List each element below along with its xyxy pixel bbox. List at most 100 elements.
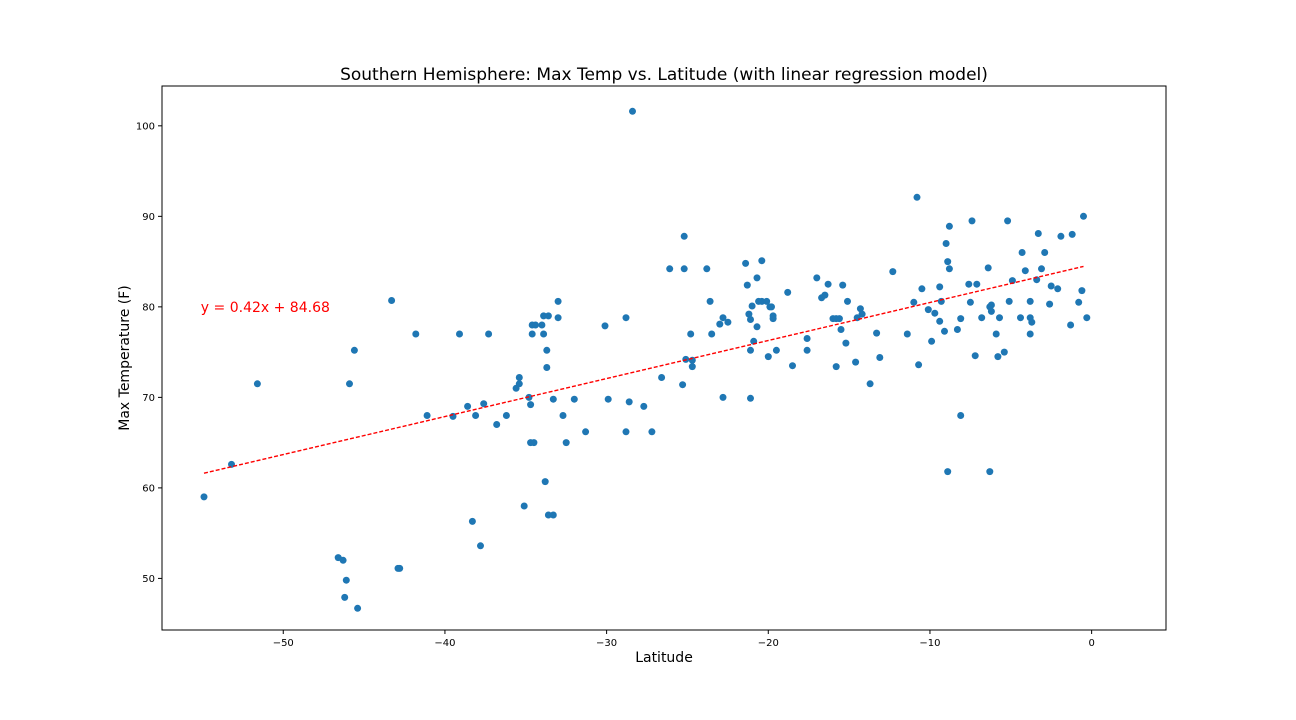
data-point: [966, 298, 974, 306]
data-point: [910, 298, 918, 306]
data-point: [768, 303, 775, 311]
data-point: [747, 316, 754, 323]
data-point: [844, 297, 851, 305]
data-point: [538, 321, 546, 329]
data-point: [412, 330, 420, 338]
y-axis-label: Max Temperature (F): [117, 285, 133, 431]
data-point: [200, 493, 208, 501]
data-point: [706, 297, 714, 305]
data-point: [944, 468, 952, 476]
data-point: [987, 301, 995, 309]
y-tick-label: 50: [142, 574, 155, 585]
regression-line: [203, 265, 1084, 474]
x-axis-label: Latitude: [635, 650, 693, 666]
data-point: [1021, 267, 1029, 275]
data-point: [1018, 249, 1026, 256]
data-point: [341, 593, 349, 601]
data-point: [423, 412, 431, 419]
data-point: [1038, 265, 1045, 273]
data-point: [480, 400, 488, 408]
data-point: [748, 302, 756, 310]
data-point: [915, 361, 923, 369]
data-point: [562, 439, 570, 447]
data-point: [745, 310, 753, 318]
data-point: [824, 280, 832, 288]
data-point: [724, 318, 732, 326]
data-point: [1075, 298, 1083, 306]
data-point: [842, 339, 850, 347]
data-point: [763, 297, 771, 305]
data-point: [873, 329, 881, 337]
data-point: [837, 326, 845, 333]
data-point: [253, 380, 261, 388]
data-point: [1004, 217, 1012, 225]
data-point: [813, 274, 821, 282]
data-point: [680, 232, 688, 240]
data-point: [928, 337, 936, 345]
data-point: [346, 380, 353, 388]
data-point: [708, 330, 716, 338]
data-point: [520, 502, 528, 510]
data-point: [753, 274, 761, 282]
data-point: [477, 542, 484, 550]
data-point: [858, 310, 866, 318]
y-tick-label: 70: [142, 393, 155, 404]
y-tick-label: 100: [136, 121, 155, 132]
data-point: [541, 478, 549, 486]
data-point: [986, 468, 994, 476]
data-point: [485, 330, 493, 338]
data-point: [973, 280, 981, 288]
data-point: [687, 330, 695, 338]
data-point: [1054, 285, 1062, 293]
data-point: [388, 297, 396, 304]
data-point: [544, 511, 552, 519]
data-point: [1067, 321, 1075, 329]
data-point: [866, 380, 874, 388]
data-point: [350, 346, 358, 354]
data-point: [622, 314, 630, 322]
data-point: [856, 305, 864, 313]
data-point: [1028, 318, 1036, 326]
data-point: [1000, 348, 1008, 356]
data-point: [942, 240, 950, 247]
data-point: [832, 363, 840, 371]
data-point: [953, 326, 961, 333]
data-point: [764, 353, 772, 361]
data-point: [978, 314, 986, 322]
data-point: [716, 320, 724, 328]
x-tick-label: 0: [1088, 638, 1094, 649]
x-tick-label: −20: [758, 638, 779, 649]
y-tick-label: 80: [142, 302, 155, 313]
data-point: [936, 283, 944, 291]
data-point: [945, 222, 953, 230]
data-point: [821, 291, 829, 299]
data-point: [903, 330, 911, 338]
data-point: [852, 358, 860, 366]
data-point: [570, 395, 578, 403]
data-point: [456, 330, 463, 338]
data-point: [530, 439, 538, 447]
data-point: [996, 314, 1003, 322]
data-point: [918, 285, 926, 293]
data-point: [640, 402, 648, 410]
data-point: [1046, 300, 1054, 308]
y-tick-label: 60: [142, 483, 155, 494]
data-points: [200, 107, 1091, 612]
data-point: [464, 402, 472, 410]
data-point: [549, 395, 557, 403]
data-point: [582, 428, 590, 436]
data-point: [924, 306, 932, 314]
data-point: [719, 314, 727, 322]
data-point: [493, 421, 501, 428]
data-point: [913, 193, 921, 201]
data-point: [1005, 297, 1013, 305]
data-point: [758, 257, 766, 265]
data-point: [747, 394, 754, 402]
data-point: [528, 330, 536, 338]
data-point: [784, 288, 792, 296]
x-tick-label: −30: [596, 638, 617, 649]
data-point: [984, 264, 992, 272]
data-point: [396, 564, 404, 572]
data-point: [604, 395, 612, 403]
